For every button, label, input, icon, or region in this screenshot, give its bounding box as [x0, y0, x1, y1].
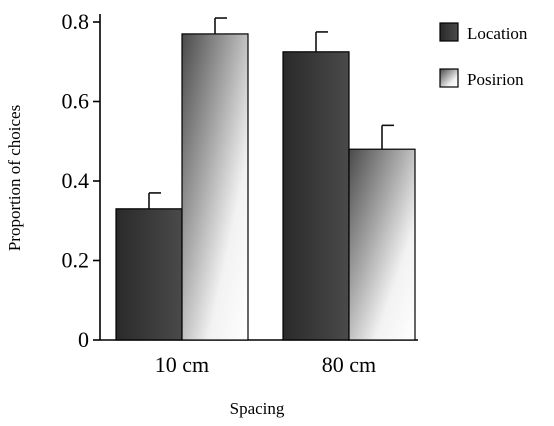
legend-label-location: Location — [467, 24, 528, 43]
x-tick-label: 80 cm — [322, 352, 376, 377]
y-tick-label: 0 — [78, 327, 89, 352]
y-axis-title: Proportion of choices — [5, 105, 24, 251]
bar-location-0 — [115, 208, 183, 341]
bar-posirion-1 — [348, 148, 416, 341]
y-tick-label: 0.6 — [62, 89, 90, 114]
legend: Location Posirion — [439, 22, 528, 89]
x-ticks: 10 cm 80 cm — [155, 352, 376, 377]
error-bars — [148, 17, 394, 209]
legend-label-posirion: Posirion — [467, 70, 524, 89]
bar-location-1 — [282, 51, 350, 341]
x-axis-title: Spacing — [230, 399, 285, 418]
y-tick-label: 0.4 — [62, 168, 90, 193]
x-tick-label: 10 cm — [155, 352, 209, 377]
y-tick-label: 0.8 — [62, 9, 90, 34]
legend-swatch-location — [439, 22, 459, 42]
y-ticks: 0 0.2 0.4 0.6 0.8 — [62, 9, 100, 352]
y-tick-label: 0.2 — [62, 248, 90, 273]
legend-swatch-posirion — [439, 68, 459, 88]
bar-posirion-0 — [181, 33, 249, 341]
bars — [115, 33, 416, 341]
